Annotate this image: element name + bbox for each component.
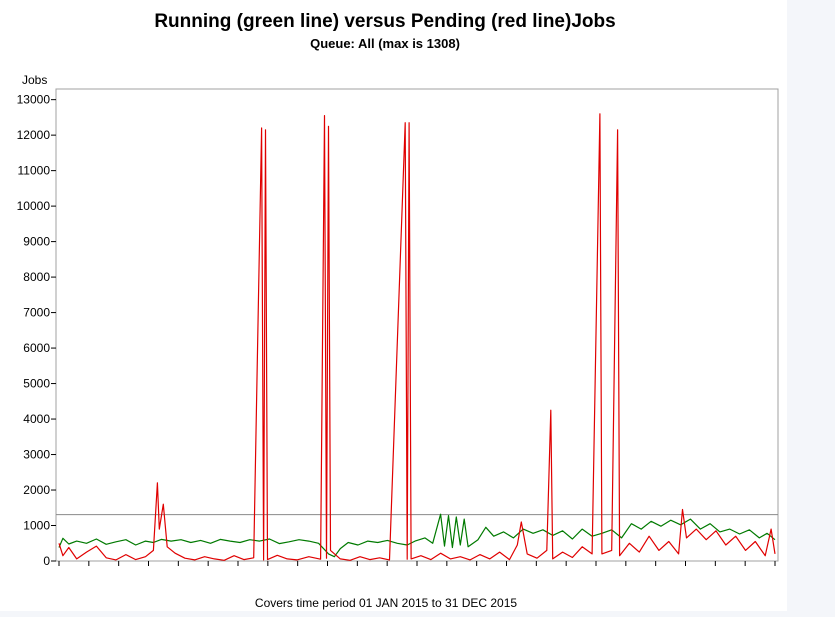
y-tick-label: 1000 (23, 519, 50, 533)
y-axis-label: Jobs (22, 73, 48, 87)
page-margin-right (787, 0, 835, 617)
y-tick-label: 11000 (18, 164, 51, 178)
plot-area (55, 88, 779, 562)
y-tick-label: 3000 (23, 448, 50, 462)
y-tick-label: 0 (43, 554, 50, 568)
chart-canvas: 0 1000 2000 3000 4000 5000 6000 7000 8000 9000 100… (17, 88, 779, 568)
y-tick-label: 8000 (23, 270, 50, 284)
y-tick-label: 2000 (23, 483, 50, 497)
page-margin-bottom (0, 611, 835, 617)
y-tick-label: 9000 (23, 235, 50, 249)
series-line-running (58, 513, 776, 558)
series-line-pending (58, 113, 776, 561)
y-tick-label: 13000 (17, 93, 51, 107)
chart-subtitle: Queue: All (max is 1308) (310, 36, 460, 51)
y-tick-label: 5000 (23, 377, 50, 391)
y-tick-label: 10000 (17, 199, 51, 213)
chart-title: Running (green line) versus Pending (red… (154, 11, 616, 32)
y-tick-label: 4000 (23, 412, 50, 426)
time-period-caption: Covers time period 01 JAN 2015 to 31 DEC… (254, 596, 518, 610)
y-tick-label: 12000 (17, 128, 51, 142)
y-tick-label: 6000 (23, 341, 50, 355)
y-tick-label: 7000 (23, 306, 50, 320)
